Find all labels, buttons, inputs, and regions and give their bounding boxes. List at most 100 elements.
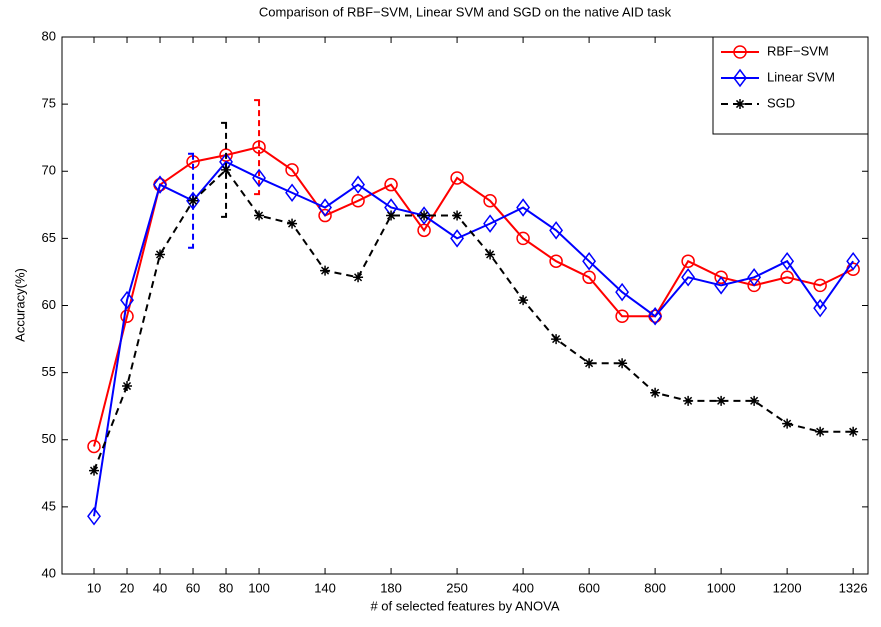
error-bar: [221, 121, 232, 218]
marker: [450, 229, 465, 248]
y-tick-label: 50: [42, 431, 56, 446]
marker: [716, 395, 727, 406]
marker: [285, 163, 299, 177]
marker: [615, 282, 630, 302]
marker: [582, 251, 597, 271]
marker: [549, 254, 563, 268]
legend-marker: [735, 99, 745, 109]
marker: [419, 210, 430, 221]
y-tick-label: 75: [42, 96, 56, 111]
marker: [551, 334, 562, 345]
marker: [89, 465, 100, 476]
legend-label: SGD: [767, 95, 795, 110]
marker: [87, 507, 101, 526]
y-tick-label: 80: [42, 28, 56, 43]
y-tick-label: 65: [42, 230, 56, 245]
error-bar: [188, 152, 199, 249]
marker: [714, 276, 729, 295]
marker: [384, 177, 398, 192]
x-tick-label: 1200: [773, 580, 802, 595]
marker: [582, 270, 596, 285]
marker: [584, 358, 595, 369]
marker: [648, 306, 663, 326]
legend-label: RBF−SVM: [767, 43, 829, 58]
marker: [122, 381, 133, 392]
marker: [615, 309, 629, 323]
marker: [782, 418, 793, 429]
marker: [846, 251, 861, 271]
x-tick-label: 140: [314, 580, 336, 595]
marker: [351, 194, 365, 208]
marker: [813, 298, 828, 318]
y-tick-label: 70: [42, 163, 56, 178]
x-axis-label: # of selected features by ANOVA: [370, 598, 559, 613]
marker: [617, 358, 628, 369]
marker: [120, 309, 134, 323]
legend-marker: [733, 45, 747, 59]
x-tick-label: 100: [248, 580, 270, 595]
marker: [450, 171, 464, 185]
marker: [320, 265, 331, 276]
marker: [747, 268, 762, 287]
series-line: [93, 168, 854, 471]
marker: [351, 175, 365, 194]
error-bar: [254, 99, 265, 196]
y-tick-label: 40: [42, 565, 56, 580]
marker: [848, 426, 859, 437]
marker: [813, 278, 827, 293]
marker: [714, 270, 728, 285]
x-tick-label: 250: [446, 580, 468, 595]
x-tick-label: 400: [512, 580, 534, 595]
marker: [650, 387, 661, 398]
marker: [681, 268, 696, 287]
marker: [153, 175, 167, 194]
x-tick-label: 1000: [707, 580, 736, 595]
marker: [417, 206, 432, 225]
marker: [485, 249, 496, 260]
x-tick-label: 60: [186, 580, 200, 595]
marker: [681, 254, 695, 268]
chart-title: Comparison of RBF−SVM, Linear SVM and SG…: [259, 4, 672, 19]
marker: [87, 439, 101, 454]
marker: [516, 198, 531, 217]
marker: [749, 395, 760, 406]
y-tick-label: 60: [42, 297, 56, 312]
x-tick-label: 600: [578, 580, 600, 595]
y-axis-label: Accuracy(%): [12, 268, 27, 342]
marker: [155, 249, 166, 260]
legend-label: Linear SVM: [767, 69, 835, 84]
marker: [188, 195, 199, 206]
y-tick-label: 45: [42, 498, 56, 513]
x-tick-label: 10: [87, 580, 101, 595]
marker: [483, 214, 498, 233]
marker: [780, 270, 794, 285]
marker: [386, 210, 397, 221]
x-tick-label: 1326: [839, 580, 868, 595]
marker: [285, 183, 299, 202]
marker: [318, 198, 332, 217]
marker: [221, 164, 232, 175]
marker: [287, 218, 298, 229]
marker: [483, 194, 497, 208]
x-tick-label: 180: [380, 580, 402, 595]
series-line: [93, 160, 854, 517]
marker: [683, 395, 694, 406]
marker: [516, 231, 530, 246]
marker: [549, 221, 564, 240]
marker: [318, 208, 332, 223]
marker: [780, 251, 795, 271]
x-tick-label: 800: [644, 580, 666, 595]
x-tick-label: 20: [120, 580, 134, 595]
legend-marker: [733, 68, 747, 88]
x-tick-label: 40: [153, 580, 167, 595]
marker: [815, 426, 826, 437]
marker: [252, 168, 266, 188]
y-tick-label: 55: [42, 364, 56, 379]
marker: [452, 210, 463, 221]
marker: [120, 290, 134, 310]
x-tick-label: 80: [219, 580, 233, 595]
marker: [353, 272, 364, 283]
marker: [254, 210, 265, 221]
